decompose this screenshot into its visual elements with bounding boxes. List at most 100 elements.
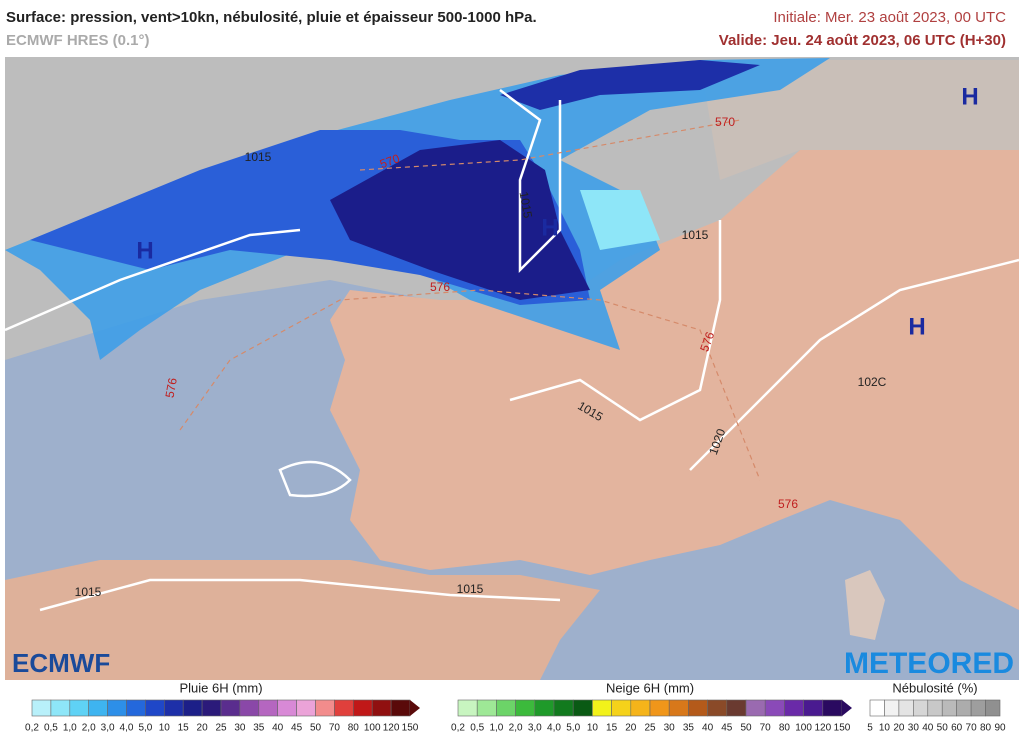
contour-label: 570 <box>715 115 735 129</box>
legend-swatch <box>611 699 632 717</box>
contour-label: 576 <box>697 330 717 354</box>
legend-tick-label: 50 <box>740 723 752 734</box>
legend-tick-label: 40 <box>272 723 284 734</box>
legend-swatch <box>457 699 478 717</box>
legend-swatch <box>496 699 516 717</box>
legend-tick-label: 15 <box>178 723 190 734</box>
legend-tick-label: 60 <box>951 723 963 734</box>
legend-tick-label: 80 <box>980 723 992 734</box>
legend-swatch <box>352 699 373 717</box>
legend-tick-label: 50 <box>310 723 322 734</box>
legend-tick-label: 20 <box>625 723 637 734</box>
legend-swatch <box>803 699 824 717</box>
legend-swatch <box>277 699 297 717</box>
contour-label: 576 <box>430 280 450 294</box>
meteored-logo: METEORED <box>844 647 1014 680</box>
legend-swatch <box>50 699 71 717</box>
legend-swatch <box>822 699 843 717</box>
subtitle: ECMWF HRES (0.1°) <box>6 32 150 49</box>
legend-swatch <box>970 699 986 717</box>
legend-swatch <box>726 699 747 717</box>
legend-tick-label: 1,0 <box>489 723 503 734</box>
legend-tick-label: 40 <box>922 723 934 734</box>
contour-label: 1015 <box>517 190 535 219</box>
legend-tick-label: 3,0 <box>528 723 542 734</box>
legend-tick-label: 10 <box>159 723 171 734</box>
legend-swatch <box>145 699 165 717</box>
high-pressure-marker: H <box>908 313 925 340</box>
legend-swatch <box>371 699 392 717</box>
legend-swatch <box>126 699 146 717</box>
contour-label: 576 <box>163 376 180 398</box>
legend-tick-label: 35 <box>253 723 265 734</box>
legend-tick-label: 5,0 <box>566 723 580 734</box>
legend-tick-label: 120 <box>814 723 831 734</box>
legend-tick-label: 70 <box>966 723 978 734</box>
legend-swatch <box>553 699 574 717</box>
legend-arrow <box>842 700 852 716</box>
legend-tick-label: 0,2 <box>25 723 39 734</box>
legend-tick-label: 45 <box>291 723 303 734</box>
high-pressure-marker: H <box>541 214 558 241</box>
legend-tick-label: 100 <box>364 723 381 734</box>
legend-tick-label: 35 <box>683 723 695 734</box>
legend-tick-label: 30 <box>234 723 246 734</box>
legend-tick-label: 150 <box>834 723 851 734</box>
legends: Pluie 6H (mm) 0,2 0,5 1,0 2,0 3,0 4,0 5,0 10 15 20… <box>25 680 1006 733</box>
legend-swatch <box>107 699 127 717</box>
legend-tick-label: 80 <box>348 723 360 734</box>
legend-swatch <box>707 699 728 717</box>
legend-swatch <box>258 699 278 717</box>
legend-tick-label: 100 <box>795 723 812 734</box>
legend-swatch <box>913 699 929 717</box>
contour-label: 1015 <box>682 228 709 242</box>
legend-swatch <box>985 699 1001 717</box>
legend-tick-label: 45 <box>721 723 733 734</box>
legend-swatch <box>515 699 536 717</box>
legend-tick-label: 3,0 <box>101 723 115 734</box>
legend-swatch <box>630 699 651 717</box>
legend-tick-label: 50 <box>937 723 949 734</box>
legend-swatch <box>164 699 184 717</box>
initial-time: Initiale: Mer. 23 août 2023, 00 UTC <box>773 9 1006 26</box>
legend-tick-label: 150 <box>402 723 419 734</box>
legend-tick-label: 2,0 <box>82 723 96 734</box>
legend-swatch <box>534 699 555 717</box>
contour-label: 1015 <box>457 582 484 596</box>
legend-tick-label: 4,0 <box>120 723 134 734</box>
legend-title: Pluie 6H (mm) <box>179 680 262 695</box>
legend-tick-label: 5 <box>867 723 873 734</box>
high-pressure-marker: H <box>136 237 153 264</box>
legend-arrow <box>410 700 420 716</box>
title: Surface: pression, vent>10kn, nébulosité… <box>6 9 537 26</box>
legend-tick-label: 4,0 <box>547 723 561 734</box>
legend-swatch <box>31 699 52 717</box>
legend-tick-label: 10 <box>587 723 599 734</box>
legend-tick-label: 90 <box>994 723 1006 734</box>
ecmwf-logo: ECMWF <box>12 648 110 678</box>
legend-swatch <box>668 699 689 717</box>
contour-label: 576 <box>778 497 798 511</box>
legend-tick-label: 0,5 <box>470 723 484 734</box>
legend-swatch <box>764 699 785 717</box>
legend-swatch <box>69 699 90 717</box>
legend-tick-label: 1,0 <box>63 723 77 734</box>
legend-tick-label: 30 <box>664 723 676 734</box>
legend-swatch <box>745 699 766 717</box>
legend-swatch <box>239 699 260 717</box>
legend-tick-label: 25 <box>644 723 656 734</box>
legend-swatch <box>201 699 222 717</box>
legend-tick-label: 70 <box>329 723 341 734</box>
legend-swatch <box>884 699 900 717</box>
legend-swatch <box>220 699 241 717</box>
legend-tick-label: 70 <box>760 723 772 734</box>
legend-tick-label: 120 <box>383 723 400 734</box>
legend-tick-label: 40 <box>702 723 714 734</box>
legend-swatch <box>784 699 804 717</box>
contour-label: 1015 <box>245 150 272 164</box>
legend-title: Neige 6H (mm) <box>606 680 694 695</box>
legend-swatch <box>476 699 497 717</box>
legend-swatch <box>296 699 316 717</box>
